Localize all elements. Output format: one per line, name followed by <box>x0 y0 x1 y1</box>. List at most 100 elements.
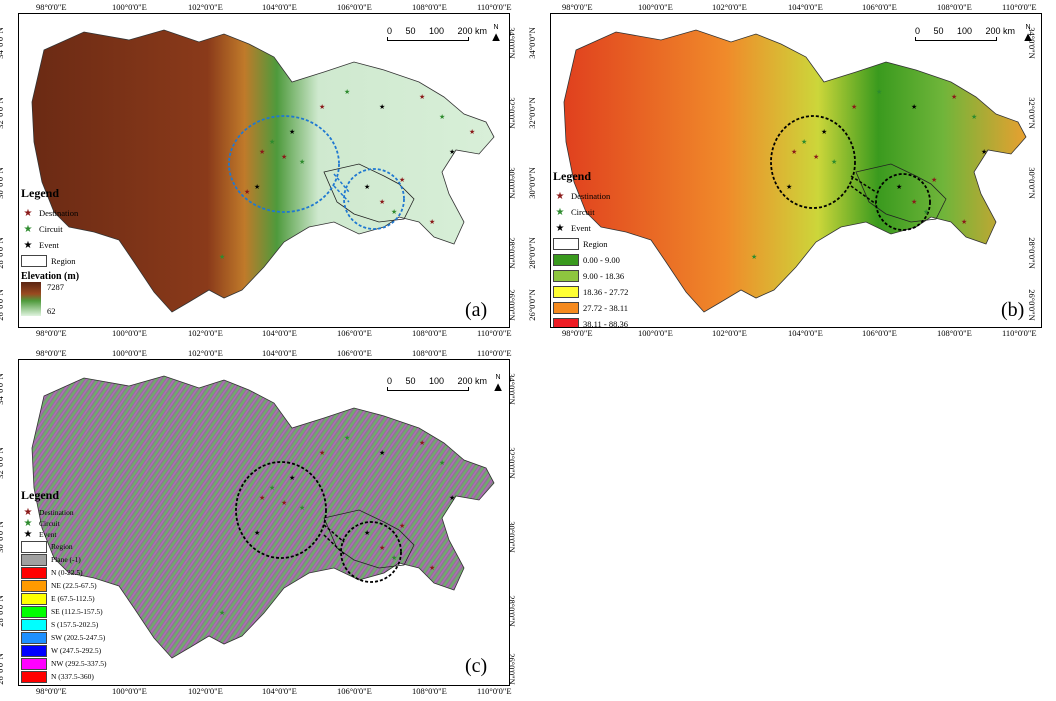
svg-text:★: ★ <box>344 434 350 442</box>
map-frame-c: ★ ★ ★ ★ ★ ★ ★ ★ ★ ★ ★ ★ ★ ★ ★ ★ ★ ★ Legend ★ Destinat… <box>18 359 510 686</box>
svg-text:★: ★ <box>379 103 385 111</box>
svg-text:★: ★ <box>299 504 305 512</box>
aspect-class-n: N (0-22.5) <box>21 566 106 579</box>
svg-text:★: ★ <box>801 138 807 146</box>
aspect-class-e: E (67.5-112.5) <box>21 592 106 605</box>
corridor-lines <box>333 173 350 203</box>
svg-text:★: ★ <box>439 113 445 121</box>
legend-title: Legend <box>21 186 60 200</box>
circuit-star-icon: ★ <box>555 206 565 218</box>
svg-text:★: ★ <box>219 609 225 617</box>
slope-class-2: 9.00 - 18.36 <box>553 268 628 284</box>
circuit-circle-chengdu <box>235 461 327 559</box>
svg-text:★: ★ <box>254 529 260 537</box>
event-star-icon: ★ <box>23 529 33 540</box>
aspect-class-ne: NE (22.5-67.5) <box>21 579 106 592</box>
svg-text:★: ★ <box>911 103 917 111</box>
svg-text:★: ★ <box>791 148 797 156</box>
svg-text:★: ★ <box>429 564 435 572</box>
svg-text:★: ★ <box>981 148 987 156</box>
svg-text:★: ★ <box>281 499 287 507</box>
panel-label-a: (a) <box>465 299 488 321</box>
svg-text:★: ★ <box>259 148 265 156</box>
legend-event: ★ Event <box>21 237 79 253</box>
legend-circuit: ★ Circuit <box>21 221 79 237</box>
aspect-map: ★ ★ ★ ★ ★ ★ ★ ★ ★ ★ ★ ★ ★ ★ ★ ★ ★ ★ <box>31 375 495 659</box>
north-arrow-a: N ▲ <box>489 24 503 44</box>
elevation-map: ★ ★ ★ ★ ★ ★ ★ ★ ★ ★ ★ ★ ★ ★ ★ ★ ★ ★ ★ ★ <box>31 29 495 313</box>
svg-text:★: ★ <box>219 253 225 261</box>
svg-text:★: ★ <box>439 459 445 467</box>
scale-bar-c: 0 50 100 200 km <box>387 376 487 391</box>
svg-text:★: ★ <box>344 88 350 96</box>
svg-text:★: ★ <box>364 183 370 191</box>
event-star-icon: ★ <box>555 222 565 234</box>
north-arrow-icon: ▲ <box>489 29 503 44</box>
svg-text:★: ★ <box>319 103 325 111</box>
svg-text:★: ★ <box>399 176 405 184</box>
aspect-class-nw: NW (292.5-337.5) <box>21 657 106 670</box>
destination-star-icon: ★ <box>23 507 33 518</box>
map-frame-a: ★ ★ ★ ★ ★ ★ ★ ★ ★ ★ ★ ★ ★ ★ ★ ★ ★ ★ ★ ★ Legend ★ Desti… <box>18 13 510 328</box>
aspect-class-se: SE (112.5-157.5) <box>21 605 106 618</box>
svg-text:★: ★ <box>923 208 929 216</box>
circuit-circle-chengdu <box>770 115 856 209</box>
svg-text:★: ★ <box>911 198 917 206</box>
panel-a: ★ ★ ★ ★ ★ ★ ★ ★ ★ ★ ★ ★ ★ ★ ★ ★ ★ ★ ★ ★ Legend ★ Desti… <box>0 2 517 338</box>
svg-text:★: ★ <box>429 218 435 226</box>
aspect-class-sw: SW (202.5-247.5) <box>21 631 106 644</box>
slope-class-1: 0.00 - 9.00 <box>553 252 628 268</box>
svg-text:★: ★ <box>391 554 397 562</box>
north-arrow-c: N ▲ <box>491 374 505 394</box>
svg-text:★: ★ <box>391 208 397 216</box>
north-arrow-icon: ▲ <box>491 379 505 394</box>
circuit-circle-chongqing <box>340 521 402 583</box>
svg-text:★: ★ <box>379 544 385 552</box>
svg-text:★: ★ <box>896 183 902 191</box>
aspect-class-n2: N (337.5-360) <box>21 670 106 683</box>
slope-class-5: 38.11 - 88.36 <box>553 316 628 327</box>
panel-b: ★ ★ ★ ★ ★ ★ ★ ★ ★ ★ ★ ★ ★ ★ ★ ★ ★ ★ Legend ★ Destinat… <box>527 0 1056 340</box>
svg-text:★: ★ <box>469 128 475 136</box>
elevation-ramp-bar <box>21 282 41 316</box>
svg-text:★: ★ <box>259 494 265 502</box>
circuit-star-icon: ★ <box>23 518 33 529</box>
svg-text:★: ★ <box>299 158 305 166</box>
aspect-class-plane: Plane (-1) <box>21 553 106 566</box>
svg-text:★: ★ <box>821 128 827 136</box>
legend-region: Region <box>21 253 79 269</box>
svg-text:★: ★ <box>269 484 275 492</box>
slope-map: ★ ★ ★ ★ ★ ★ ★ ★ ★ ★ ★ ★ ★ ★ ★ ★ ★ ★ <box>563 29 1027 313</box>
panel-label-c: (c) <box>465 655 488 677</box>
scale-bar-b: 0 50 100 200 km <box>915 26 1015 41</box>
circuit-circle-chongqing <box>875 173 931 231</box>
svg-text:★: ★ <box>399 522 405 530</box>
legend-a: Legend ★ Destination ★ Circuit ★ Event Regi… <box>21 186 79 316</box>
svg-text:★: ★ <box>254 183 260 191</box>
svg-text:★: ★ <box>786 183 792 191</box>
circuit-star-icon: ★ <box>23 223 33 235</box>
svg-text:★: ★ <box>379 449 385 457</box>
svg-text:★: ★ <box>876 88 882 96</box>
poi-markers: ★ ★ ★ ★ ★ ★ ★ ★ ★ ★ ★ ★ ★ ★ ★ ★ ★ ★ <box>219 434 455 617</box>
aspect-class-s: S (157.5-202.5) <box>21 618 106 631</box>
scale-bar-a: 0 50 100 200 km <box>387 26 487 41</box>
aspect-class-w: W (247.5-292.5) <box>21 644 106 657</box>
svg-text:★: ★ <box>419 439 425 447</box>
slope-class-3: 18.36 - 27.72 <box>553 284 628 300</box>
circuit-circle-chengdu <box>228 115 340 213</box>
event-star-icon: ★ <box>23 239 33 251</box>
svg-text:★: ★ <box>281 153 287 161</box>
svg-text:★: ★ <box>449 494 455 502</box>
chongqing-region-outline <box>323 163 415 223</box>
elevation-ramp: 7287 62 <box>21 282 79 316</box>
legend-c: Legend ★ Destination ★ Circuit ★ Event Regi… <box>21 488 107 683</box>
panel-label-b: (b) <box>1001 299 1025 321</box>
svg-text:★: ★ <box>419 93 425 101</box>
destination-star-icon: ★ <box>23 207 33 219</box>
poi-markers: ★ ★ ★ ★ ★ ★ ★ ★ ★ ★ ★ ★ ★ ★ ★ ★ ★ ★ <box>751 88 987 261</box>
svg-text:★: ★ <box>289 128 295 136</box>
destination-star-icon: ★ <box>555 190 565 202</box>
elevation-title: Elevation (m) <box>21 271 80 282</box>
svg-text:★: ★ <box>971 113 977 121</box>
